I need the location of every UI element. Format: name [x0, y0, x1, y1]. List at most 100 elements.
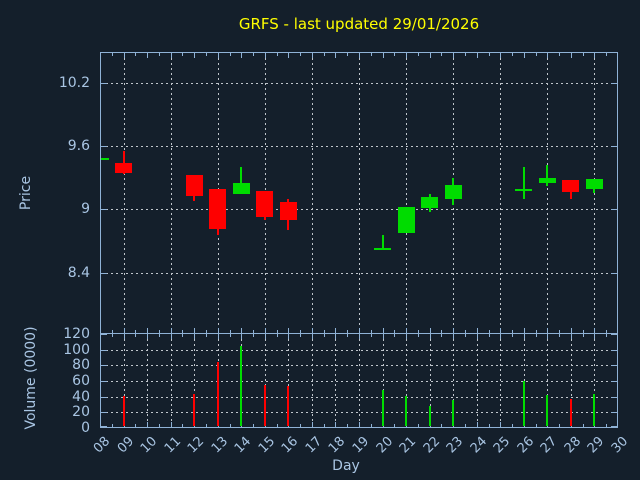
x-tick	[300, 424, 301, 427]
price-y-tick	[101, 83, 107, 84]
candle-body	[421, 197, 438, 208]
day-tick-label: 30	[609, 434, 632, 457]
x-tick	[135, 330, 136, 333]
volume-y-tick	[611, 412, 617, 413]
x-tick	[112, 334, 113, 337]
x-tick	[489, 334, 490, 337]
day-tick-label: 29	[585, 434, 608, 457]
volume-ytick-label: 60	[72, 373, 90, 389]
volume-gridline-v	[500, 334, 501, 427]
volume-bar	[429, 406, 431, 426]
x-tick	[147, 328, 148, 333]
x-tick	[500, 328, 501, 333]
day-tick-label: 20	[374, 434, 397, 457]
volume-bar	[382, 390, 384, 426]
x-tick	[524, 334, 525, 339]
candle-body	[209, 189, 226, 229]
day-tick-label: 22	[421, 434, 444, 457]
volume-gridline-v	[430, 334, 431, 427]
price-ytick-label: 10.2	[58, 75, 90, 91]
x-tick	[606, 53, 607, 56]
volume-y-tick	[101, 397, 107, 398]
x-tick	[182, 424, 183, 427]
x-tick	[500, 334, 501, 339]
x-tick	[489, 53, 490, 56]
price-y-tick	[611, 209, 617, 210]
price-y-tick	[101, 273, 107, 274]
volume-gridline-v	[547, 334, 548, 427]
price-gridline-v	[500, 53, 501, 333]
x-tick	[512, 424, 513, 427]
x-tick	[124, 334, 125, 339]
x-tick	[489, 424, 490, 427]
volume-ytick-label: 80	[72, 357, 90, 373]
volume-bar	[264, 385, 266, 426]
candle-body	[562, 180, 579, 192]
x-tick	[124, 328, 125, 333]
x-tick	[547, 334, 548, 339]
candle-body	[115, 163, 132, 173]
x-tick	[241, 53, 242, 58]
x-tick	[206, 330, 207, 333]
candle-body	[256, 191, 273, 217]
volume-y-tick	[101, 350, 107, 351]
volume-ytick-label: 0	[81, 420, 90, 436]
x-tick	[288, 334, 289, 339]
x-tick	[124, 53, 125, 58]
candle-body	[233, 183, 250, 194]
x-tick	[347, 334, 348, 337]
x-tick	[606, 330, 607, 333]
x-tick	[230, 424, 231, 427]
x-tick	[594, 334, 595, 339]
x-tick	[477, 328, 478, 333]
x-tick	[147, 334, 148, 339]
x-tick	[335, 53, 336, 58]
x-tick	[112, 53, 113, 56]
x-tick	[347, 424, 348, 427]
x-tick	[218, 328, 219, 333]
x-tick	[147, 53, 148, 58]
x-tick	[418, 424, 419, 427]
day-tick-label: 09	[115, 434, 138, 457]
x-tick	[347, 330, 348, 333]
x-tick	[359, 53, 360, 58]
x-tick	[324, 53, 325, 56]
volume-ytick-label: 40	[72, 389, 90, 405]
x-tick	[394, 334, 395, 337]
x-tick	[465, 53, 466, 56]
x-tick	[135, 53, 136, 56]
x-tick	[536, 330, 537, 333]
price-gridline-v	[312, 53, 313, 333]
x-tick	[112, 424, 113, 427]
x-tick	[512, 330, 513, 333]
candle-wick	[546, 165, 548, 186]
day-tick-label: 08	[91, 434, 114, 457]
volume-gridline-v	[312, 334, 313, 427]
x-tick	[206, 424, 207, 427]
volume-gridline-v	[594, 334, 595, 427]
volume-ytick-label: 20	[72, 404, 90, 420]
day-tick-label: 23	[444, 434, 467, 457]
x-tick	[383, 328, 384, 333]
x-tick	[594, 53, 595, 58]
x-tick	[512, 334, 513, 337]
volume-y-tick	[611, 381, 617, 382]
price-y-tick	[101, 146, 107, 147]
x-tick	[583, 424, 584, 427]
volume-bar	[240, 346, 242, 426]
price-y-tick	[101, 209, 107, 210]
x-tick	[536, 334, 537, 337]
x-tick	[489, 330, 490, 333]
x-tick	[524, 328, 525, 333]
x-tick	[559, 53, 560, 56]
x-tick	[583, 53, 584, 56]
volume-gridline-v	[288, 334, 289, 427]
x-tick	[218, 334, 219, 339]
x-tick	[536, 53, 537, 56]
day-tick-label: 10	[138, 434, 161, 457]
x-tick	[441, 424, 442, 427]
x-tick	[383, 53, 384, 58]
x-tick	[288, 53, 289, 58]
x-tick	[194, 53, 195, 58]
